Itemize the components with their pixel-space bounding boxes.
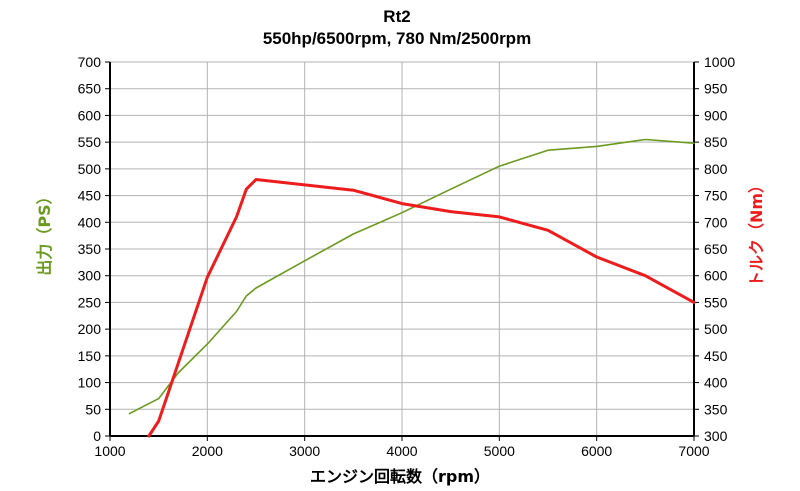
x-tick-label: 2000 [192,443,223,459]
x-tick-label: 3000 [289,443,320,459]
y-left-tick-label: 200 [78,321,102,337]
y-left-tick-label: 600 [78,107,102,123]
x-tick-label: 4000 [386,443,417,459]
y-right-tick-label: 300 [704,428,728,444]
y-left-tick-label: 300 [78,268,102,284]
chart-title: Rt2 [383,7,410,26]
data-series [128,138,696,438]
y-right-tick-label: 750 [704,188,728,204]
power-series-line [128,138,695,415]
y-left-tick-label: 250 [78,294,102,310]
x-tick-label: 5000 [484,443,515,459]
y-left-tick-label: 0 [93,428,101,444]
tick-labels: 0 50 100 150 200 250 300 350 400 450 500 550 600 650 7… [78,54,736,459]
y-left-tick-label: 550 [78,134,102,150]
y-left-tick-label: 350 [78,241,102,257]
axes [105,61,699,441]
x-axis-label: エンジン回転数（rpm） [310,467,490,486]
y-right-tick-label: 600 [704,268,728,284]
y-left-tick-label: 150 [78,348,102,364]
x-tick-label: 1000 [94,443,125,459]
y-right-tick-label: 800 [704,161,728,177]
y-right-tick-label: 500 [704,321,728,337]
y-left-tick-label: 650 [78,81,102,97]
y-left-tick-label: 100 [78,375,102,391]
y-right-tick-label: 550 [704,294,728,310]
y-left-tick-label: 450 [78,188,102,204]
y-right-tick-label: 350 [704,401,728,417]
torque-series-line [147,178,696,438]
x-tick-label: 6000 [581,443,612,459]
y-left-tick-label: 50 [85,401,101,417]
y-left-tick-label: 700 [78,54,102,70]
y-right-tick-label: 1000 [704,54,735,70]
grid-lines [110,61,694,436]
y-right-tick-label: 850 [704,134,728,150]
y-right-tick-label: 450 [704,348,728,364]
y-left-tick-label: 500 [78,161,102,177]
y-right-tick-label: 400 [704,375,728,391]
y-right-tick-label: 900 [704,107,728,123]
y-right-tick-label: 650 [704,241,728,257]
y-right-tick-label: 700 [704,214,728,230]
chart-subtitle: 550hp/6500rpm, 780 Nm/2500rpm [263,29,531,48]
x-tick-label: 7000 [678,443,709,459]
y-right-tick-label: 950 [704,81,728,97]
y-axis-right-label: トルク（Nm） [747,177,766,287]
y-axis-left-label: 出力（PS） [35,188,54,275]
y-left-tick-label: 400 [78,214,102,230]
